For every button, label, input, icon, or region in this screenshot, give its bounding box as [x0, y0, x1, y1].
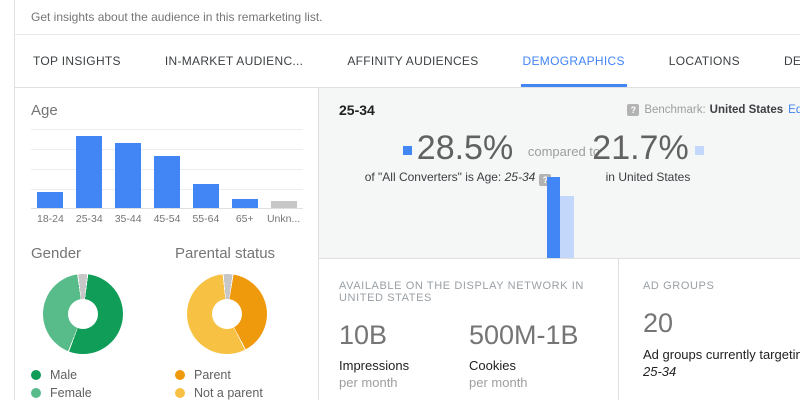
impressions-metric: 10B Impressions per month: [339, 319, 454, 390]
page-subtitle: Get insights about the audience in this …: [15, 0, 800, 35]
age-bar-55-64[interactable]: [192, 184, 219, 208]
parental-donut-chart[interactable]: [187, 274, 267, 354]
parental-donut-hole: [212, 299, 242, 329]
age-detail-panel: 25-34 ? Benchmark: United States Edit 28…: [319, 88, 800, 259]
ad-groups-caption: Ad groups currently targeting 25-34: [643, 347, 800, 379]
benchmark-help-icon[interactable]: ?: [627, 104, 640, 116]
mini-bar-1[interactable]: [559, 196, 574, 258]
impressions-value: 10B: [339, 320, 388, 350]
legend-item-male: Male: [31, 368, 161, 382]
display-network-panel: AVAILABLE ON THE DISPLAY NETWORK IN UNIT…: [319, 259, 619, 400]
legend-label: Parent: [194, 368, 231, 382]
legend-label: Male: [50, 368, 78, 382]
tab-in-market-audiences[interactable]: IN-MARKET AUDIENC...: [164, 54, 304, 68]
primary-stat-caption: of "All Converters" is Age: 25-34?: [358, 170, 558, 186]
legend-dot: [31, 388, 41, 398]
age-bar-25-34[interactable]: [76, 135, 103, 208]
mini-bar-0[interactable]: [547, 177, 560, 258]
legend-item-parent: Parent: [175, 368, 302, 382]
gender-legend: MaleFemaleUnknown: [31, 368, 161, 400]
legend-dot: [31, 370, 41, 380]
ad-groups-panel: AD GROUPS 20 Ad groups currently targeti…: [619, 259, 800, 400]
legend-label: Female: [50, 386, 92, 400]
gender-donut-chart[interactable]: [43, 274, 123, 354]
tab-locations[interactable]: LOCATIONS: [668, 54, 740, 68]
benchmark-stat: 21.7% in United States: [588, 128, 708, 184]
primary-stat: 28.5% of "All Converters" is Age: 25-34?: [358, 128, 558, 186]
demographics-charts-card: Age 18-24 25-34 35-44 45-54 55-64 65+ Unkn... …: [15, 88, 319, 400]
age-bar-35-44[interactable]: [115, 142, 142, 208]
ad-groups-count: 20: [643, 308, 674, 338]
tab-bar: TOP INSIGHTS IN-MARKET AUDIENC... AFFINI…: [15, 35, 800, 88]
age-axis-label: 65+: [235, 213, 254, 225]
age-bar-45-54[interactable]: [154, 156, 180, 208]
legend-dot: [175, 388, 185, 398]
age-axis-label: 25-34: [75, 213, 103, 225]
benchmark-row: ? Benchmark: United States Edit: [627, 104, 800, 116]
audience-insights-page: Get insights about the audience in this …: [14, 0, 800, 400]
benchmark-mini-chart: [547, 168, 587, 258]
benchmark-stat-value: 21.7%: [592, 129, 689, 167]
display-network-header: AVAILABLE ON THE DISPLAY NETWORK IN UNIT…: [339, 280, 584, 304]
cookies-sub: per month: [469, 375, 528, 390]
benchmark-stat-swatch: [694, 146, 704, 155]
age-bar-18-24[interactable]: [37, 191, 64, 208]
benchmark-value: United States: [709, 104, 784, 116]
age-chart: 18-24 25-34 35-44 45-54 55-64 65+ Unkn...: [31, 129, 303, 225]
legend-item-not-a-parent: Not a parent: [175, 386, 302, 400]
parental-chart-title: Parental status: [175, 245, 276, 262]
impressions-label: Impressions: [339, 358, 410, 373]
age-axis-label: 45-54: [153, 213, 181, 225]
benchmark-label: Benchmark:: [644, 104, 706, 116]
legend-dot: [175, 370, 185, 380]
detail-title: 25-34: [339, 102, 375, 118]
age-axis-label: Unkn...: [266, 213, 301, 225]
cookies-metric: 500M-1B Cookies per month: [469, 319, 579, 390]
ad-groups-header: AD GROUPS: [643, 280, 715, 292]
impressions-sub: per month: [339, 375, 398, 390]
benchmark-edit-link[interactable]: Edit: [788, 104, 800, 116]
age-axis-label: 18-24: [37, 213, 64, 225]
benchmark-stat-caption: in United States: [605, 170, 691, 184]
gender-chart-title: Gender: [31, 245, 82, 262]
age-bar-65+[interactable]: [231, 199, 258, 208]
primary-stat-value: 28.5%: [416, 129, 514, 167]
age-chart-plot: [31, 129, 303, 209]
cookies-value: 500M-1B: [469, 320, 579, 350]
age-axis-label: 55-64: [192, 213, 220, 225]
age-chart-title: Age: [31, 102, 58, 119]
age-bar-Unkn...[interactable]: [270, 200, 297, 208]
tab-demographics[interactable]: DEMOGRAPHICS: [520, 35, 627, 87]
cookies-label: Cookies: [469, 358, 516, 373]
compared-to-label: compared to: [527, 144, 601, 159]
tab-affinity-audiences[interactable]: AFFINITY AUDIENCES: [347, 54, 479, 68]
primary-stat-swatch: [402, 146, 412, 155]
gender-donut-hole: [68, 299, 98, 329]
legend-label: Not a parent: [194, 386, 263, 400]
tab-top-insights[interactable]: TOP INSIGHTS: [33, 54, 121, 68]
age-axis-label: 35-44: [114, 213, 142, 225]
tab-devices[interactable]: DEVICES: [783, 54, 800, 68]
age-chart-labels: 18-24 25-34 35-44 45-54 55-64 65+ Unkn...: [31, 213, 303, 225]
legend-item-female: Female: [31, 386, 161, 400]
